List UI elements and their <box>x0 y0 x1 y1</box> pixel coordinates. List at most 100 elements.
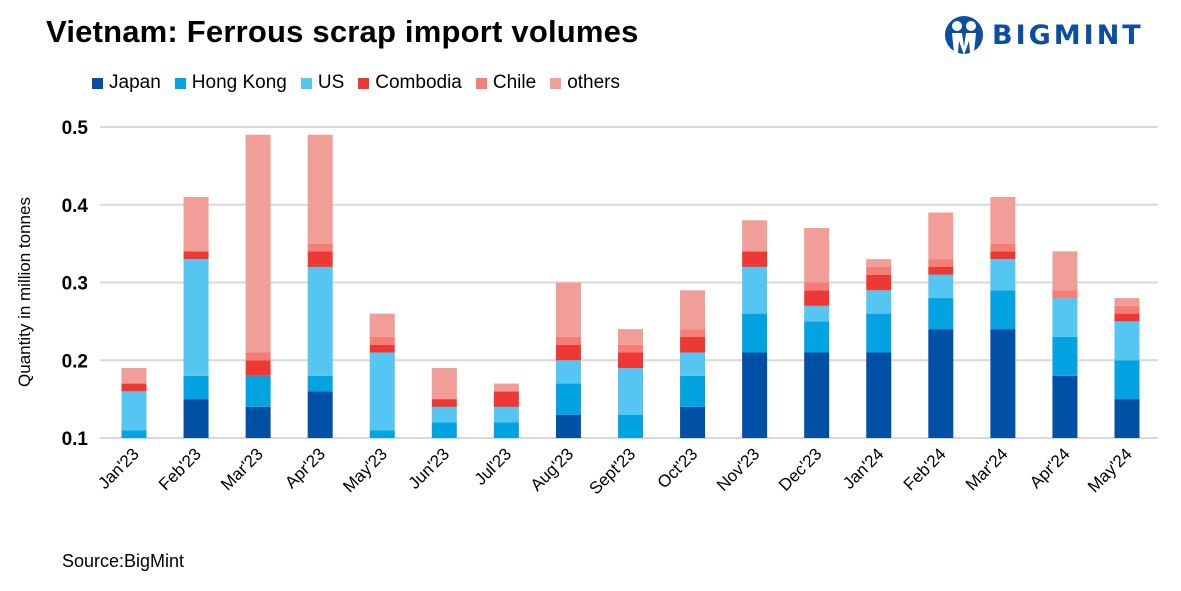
legend-swatch <box>174 77 186 89</box>
bar-segment-us <box>804 305 830 322</box>
legend-item: others <box>550 72 620 94</box>
bar-segment-combodia <box>1114 313 1140 322</box>
bar-segment-combodia <box>183 251 209 260</box>
legend-swatch <box>550 77 562 89</box>
x-tick-label: Jan'24 <box>839 444 887 492</box>
bar-segment-us <box>121 391 147 431</box>
bar-segment-hong-kong <box>1114 360 1140 400</box>
legend-item: Chile <box>475 72 537 94</box>
bar-segment-us <box>555 360 581 384</box>
bar-segment-hong-kong <box>183 375 209 400</box>
bar-segment-hong-kong <box>990 290 1016 330</box>
bar-segment-us <box>1052 298 1078 337</box>
y-tick-label: 0.4 <box>62 196 89 217</box>
bar-segment-japan <box>245 406 271 438</box>
legend-swatch <box>300 77 312 89</box>
bar-segment-us <box>369 352 395 431</box>
bar-segment-us <box>431 406 457 423</box>
bar-segment-others <box>680 290 706 330</box>
bar-segment-hong-kong <box>431 422 457 438</box>
bar-segment-chile <box>804 282 830 291</box>
bar-segment-others <box>493 383 519 392</box>
bar-segment-combodia <box>121 383 147 392</box>
bar-segment-japan <box>680 406 706 438</box>
bar-segment-japan <box>183 399 209 438</box>
legend-item: Combodia <box>358 72 462 94</box>
bar-segment-japan <box>804 352 830 438</box>
bar-segment-combodia <box>555 344 581 361</box>
bar-segment-chile <box>866 266 892 275</box>
logo-people-icon <box>945 16 983 55</box>
x-tick-label: Jun'23 <box>405 444 453 492</box>
bar-segment-chile <box>245 352 271 361</box>
x-tick-label: Nov'23 <box>713 444 763 494</box>
bar-segment-hong-kong <box>369 430 395 438</box>
bar-segment-others <box>307 134 333 244</box>
bar-segment-chile <box>990 243 1016 252</box>
bar-segment-others <box>618 329 643 345</box>
x-tick-label: Mar'24 <box>962 444 1012 494</box>
x-tick-label: Sept'23 <box>585 444 639 498</box>
bar-segment-japan <box>742 352 768 438</box>
x-tick-label: Aug'23 <box>527 444 577 494</box>
bar-segment-japan <box>555 414 581 438</box>
bar-segment-others <box>555 282 581 337</box>
x-tick-label: Apr'23 <box>281 444 329 492</box>
bar-segment-combodia <box>990 251 1016 260</box>
bar-segment-others <box>742 220 768 252</box>
legend-label: others <box>567 72 620 93</box>
x-tick-label: Feb'24 <box>900 444 950 494</box>
bar-segment-others <box>369 313 395 337</box>
bar-segment-chile <box>1052 290 1078 299</box>
bar-segment-hong-kong <box>804 321 830 353</box>
bar-segment-chile <box>555 336 581 345</box>
legend-label: Chile <box>492 72 537 93</box>
bar-segment-us <box>990 259 1016 291</box>
x-tick-label: May'24 <box>1084 444 1136 496</box>
y-tick-label: 0.1 <box>62 429 89 450</box>
bar-segment-japan <box>866 352 892 438</box>
y-axis-label: Quantity in million tonnes <box>15 197 34 387</box>
source-note: Source:BigMint <box>62 551 185 571</box>
bar-segment-us <box>680 352 706 376</box>
bar-segment-hong-kong <box>618 414 643 438</box>
bar-segment-hong-kong <box>307 375 333 392</box>
bar-segment-others <box>804 228 830 283</box>
bar-segment-japan <box>928 329 954 438</box>
bar-segment-others <box>1052 251 1078 291</box>
bar-segment-combodia <box>245 360 271 376</box>
bar-segment-us <box>866 290 892 314</box>
bar-segment-japan <box>1052 375 1078 438</box>
bar-segment-us <box>493 406 519 423</box>
bar-segment-hong-kong <box>1052 336 1078 376</box>
bar-segment-japan <box>307 391 333 438</box>
bar-segment-others <box>928 212 954 260</box>
bar-segment-chile <box>1114 305 1140 314</box>
bar-segment-us <box>928 274 954 299</box>
bar-segment-hong-kong <box>493 422 519 438</box>
bar-segment-combodia <box>369 344 395 353</box>
x-tick-label: Jan'23 <box>94 444 142 492</box>
bar-segment-others <box>183 196 209 252</box>
y-tick-label: 0.2 <box>62 351 88 372</box>
bar-segment-combodia <box>618 352 643 369</box>
legend-item: Japan <box>92 72 161 94</box>
legend-label: Combodia <box>375 72 462 93</box>
bar-segment-others <box>245 134 271 353</box>
bar-segment-us <box>742 266 768 314</box>
bar-segment-combodia <box>493 391 519 407</box>
bar-segment-others <box>1114 298 1140 306</box>
bar-segment-others <box>431 368 457 400</box>
bar-segment-us <box>183 259 209 376</box>
legend-label: US <box>317 72 345 93</box>
bar-segment-us <box>307 266 333 376</box>
bar-segment-us <box>1114 321 1140 361</box>
legend-swatch <box>92 77 103 89</box>
y-tick-label: 0.5 <box>62 118 89 139</box>
bigmint-logo: BIGMINT <box>944 13 1144 57</box>
bar-segment-hong-kong <box>866 313 892 353</box>
x-tick-label: Dec'23 <box>775 444 825 494</box>
bar-segment-chile <box>618 344 643 353</box>
bar-segment-japan <box>990 329 1016 438</box>
x-tick-label: Mar'23 <box>217 444 267 494</box>
